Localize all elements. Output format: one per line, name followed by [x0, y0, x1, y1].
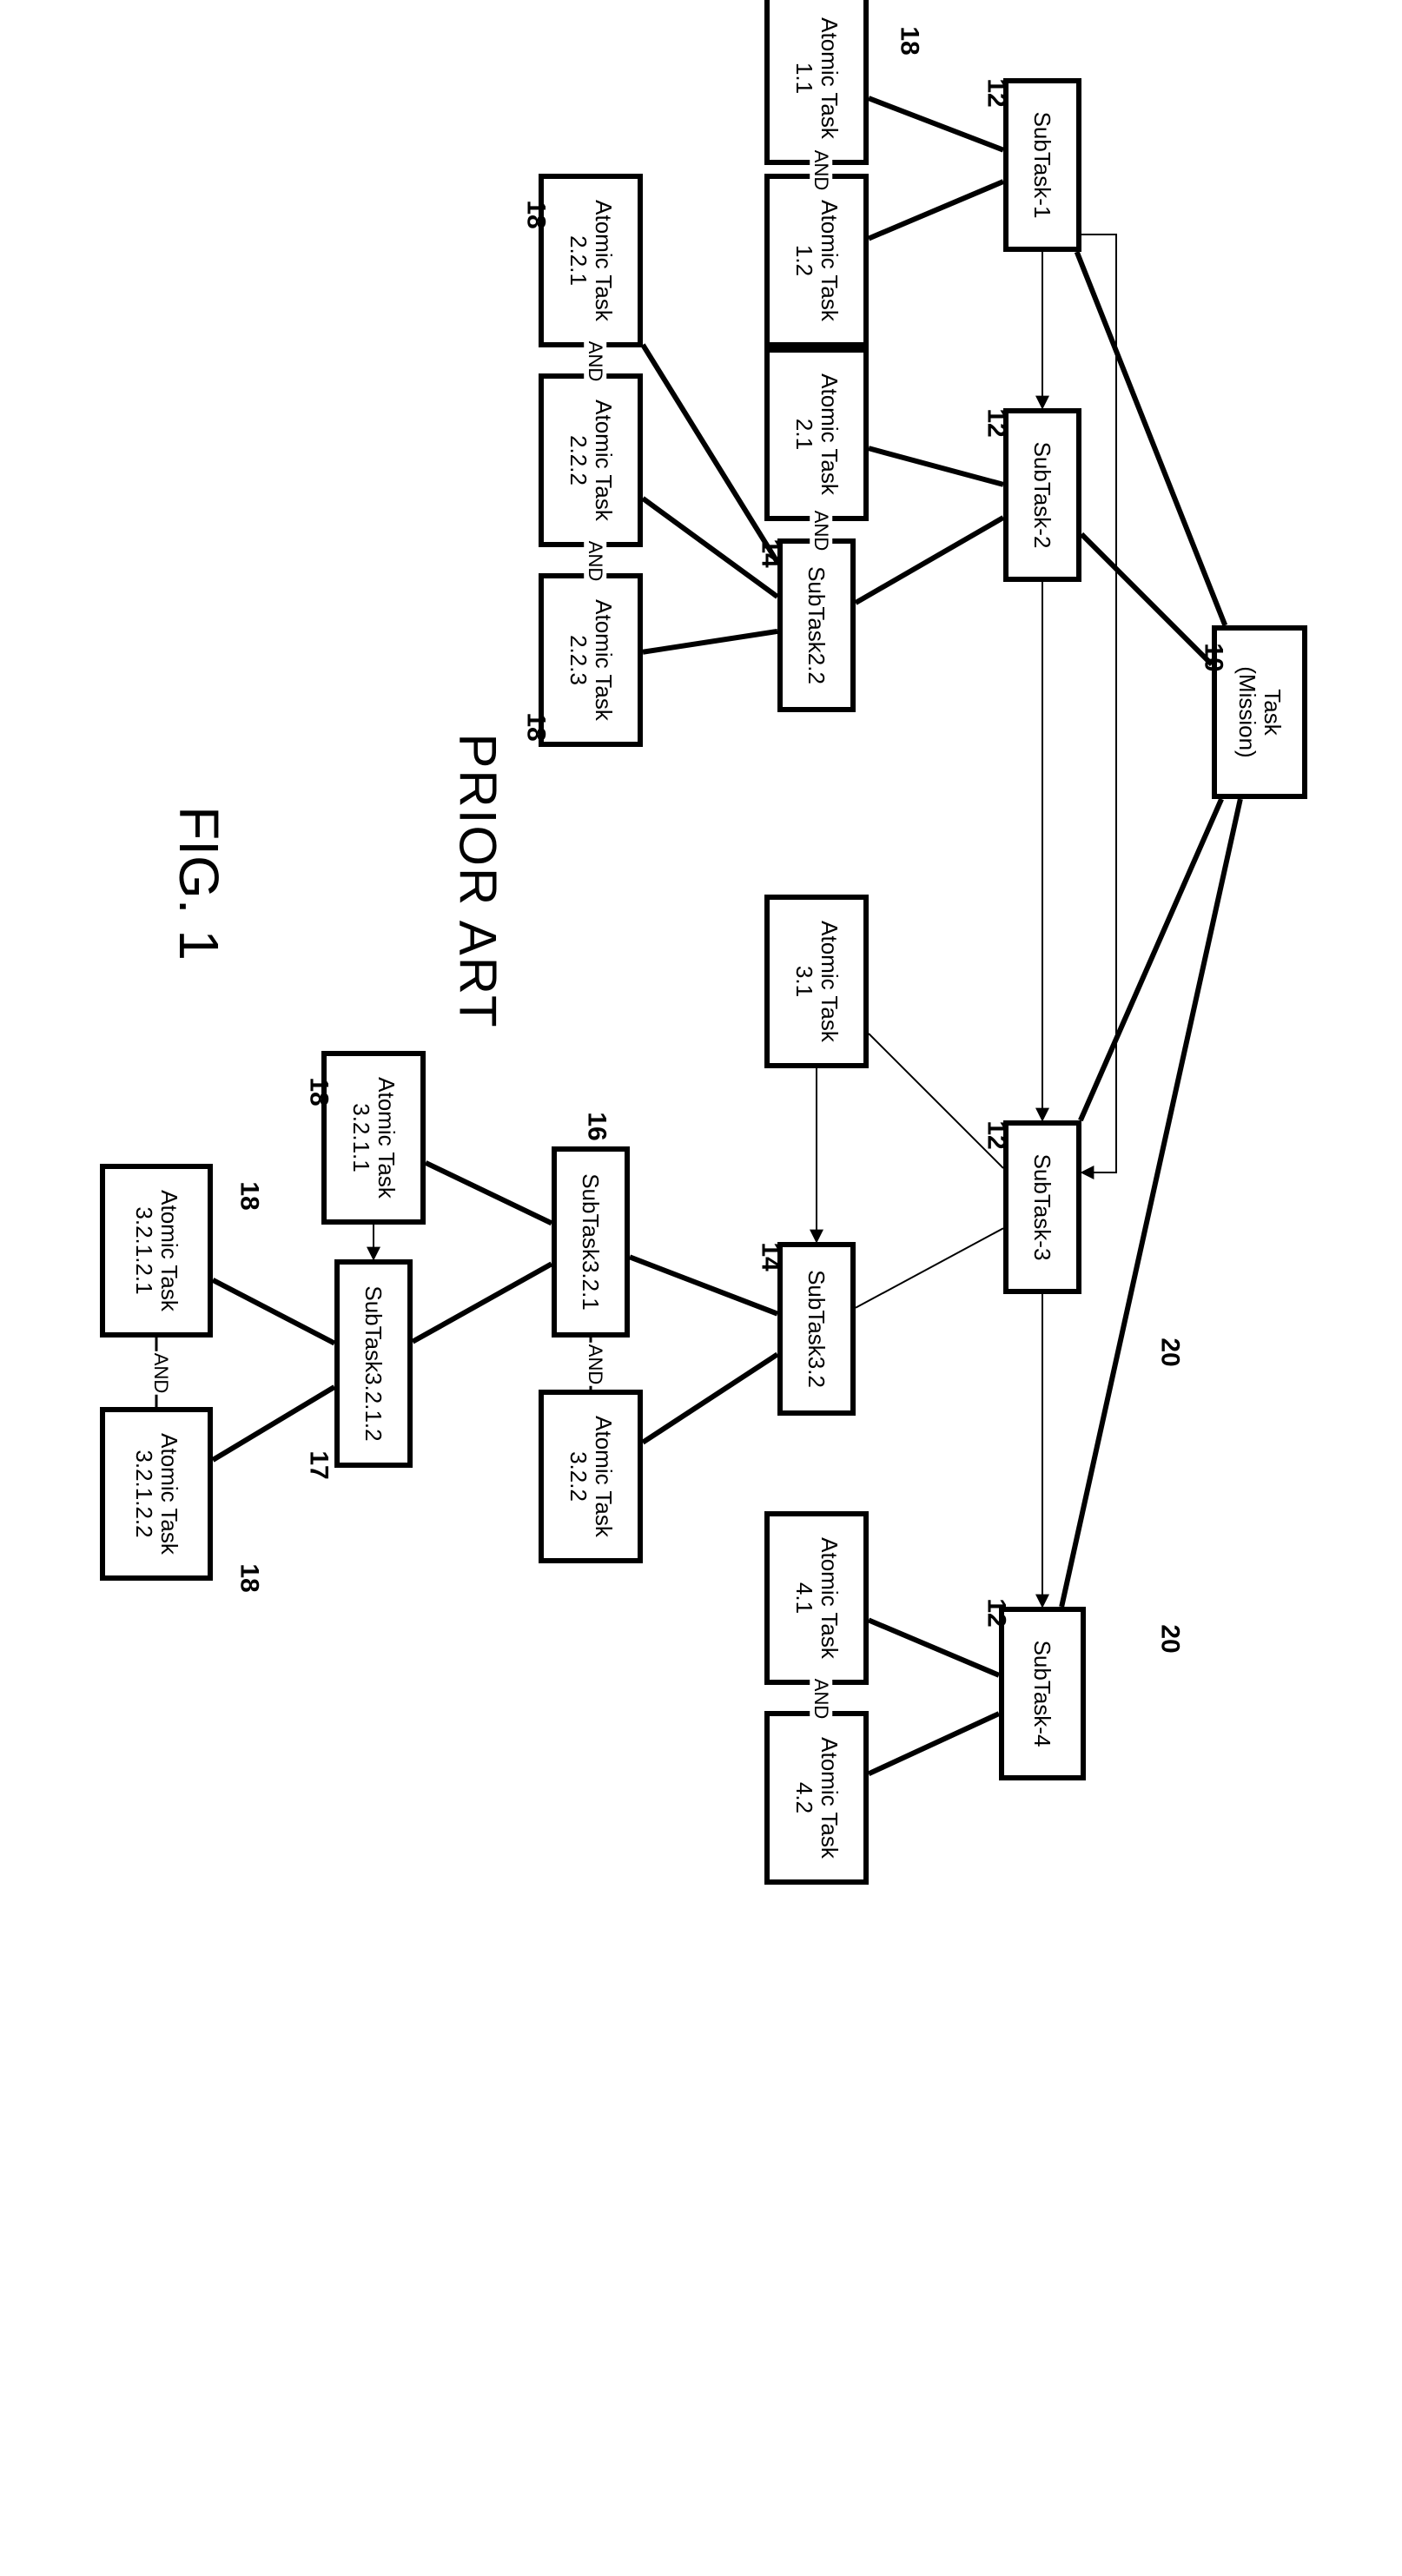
node-sublabel: 2.2.3: [565, 635, 591, 685]
node-label: SubTask3.2.1: [579, 1173, 604, 1311]
node-sublabel: 2.2.2: [565, 435, 591, 485]
node-sublabel: 4.2: [791, 1782, 817, 1813]
and-label: AND: [584, 340, 606, 383]
ref-label: 12: [982, 78, 1011, 107]
node-at32121: Atomic Task3.2.1.2.1: [100, 1164, 213, 1338]
node-at42: Atomic Task4.2: [764, 1711, 869, 1885]
node-sublabel: 3.2.1.2.2: [131, 1450, 156, 1537]
node-label: SubTask3.2: [804, 1270, 830, 1388]
node-label: Atomic Task: [817, 17, 842, 139]
node-at32122: Atomic Task3.2.1.2.2: [100, 1407, 213, 1581]
node-at12: Atomic Task1.2: [764, 174, 869, 347]
node-sublabel: 3.2.1.1: [348, 1103, 374, 1172]
node-label: Atomic Task: [156, 1433, 182, 1555]
node-label: SubTask2.2: [804, 566, 830, 684]
ref-label: 18: [895, 26, 924, 55]
ref-label: 18: [521, 200, 551, 228]
node-label: SubTask3.2.1.2: [361, 1285, 387, 1441]
node-sublabel: 2.2.1: [565, 235, 591, 286]
node-st321: SubTask3.2.1: [552, 1146, 630, 1338]
node-at41: Atomic Task4.1: [764, 1511, 869, 1685]
node-label: SubTask-2: [1030, 442, 1055, 549]
node-at11: Atomic Task1.1: [764, 0, 869, 165]
node-at223: Atomic Task2.2.3: [539, 573, 643, 747]
and-label: AND: [810, 509, 832, 552]
node-at221: Atomic Task2.2.1: [539, 174, 643, 347]
node-sublabel: 3.1: [791, 966, 817, 997]
ref-label: 20: [1155, 1624, 1185, 1653]
node-label: SubTask-4: [1030, 1641, 1055, 1747]
ref-label: 20: [1155, 1338, 1185, 1366]
ref-label: 14: [756, 1242, 785, 1271]
node-at3211: Atomic Task3.2.1.1: [321, 1051, 426, 1225]
figure-caption: FIG. 1: [167, 806, 231, 961]
ref-label: 18: [304, 1077, 334, 1106]
node-sublabel: 1.2: [791, 245, 817, 276]
and-label: AND: [810, 1677, 832, 1721]
node-st3212: SubTask3.2.1.2: [334, 1259, 413, 1468]
node-label: SubTask-1: [1030, 112, 1055, 219]
node-st3: SubTask-3: [1003, 1120, 1081, 1294]
node-st2: SubTask-2: [1003, 408, 1081, 582]
ref-label: 18: [521, 712, 551, 741]
ref-label: 16: [582, 1112, 612, 1140]
ref-label: 10: [1199, 643, 1228, 671]
node-label: Atomic Task: [817, 200, 842, 321]
node-sublabel: (Mission): [1234, 666, 1260, 757]
node-label: SubTask-3: [1030, 1154, 1055, 1261]
and-label: AND: [584, 1343, 606, 1386]
and-label: AND: [584, 539, 606, 583]
node-at322: Atomic Task3.2.2: [539, 1390, 643, 1563]
ref-label: 14: [756, 538, 785, 567]
node-at21: Atomic Task2.1: [764, 347, 869, 521]
and-label: AND: [810, 149, 832, 192]
node-at31: Atomic Task3.1: [764, 895, 869, 1068]
node-sublabel: 1.1: [791, 63, 817, 94]
ref-label: 12: [982, 1120, 1011, 1149]
node-label: Atomic Task: [591, 599, 616, 721]
node-at222: Atomic Task2.2.2: [539, 373, 643, 547]
diagram-canvas: Task(Mission) SubTask-1 SubTask-2 SubTask-3…: [0, 0, 1402, 2576]
node-label: Task: [1260, 689, 1285, 735]
node-label: Atomic Task: [591, 1416, 616, 1537]
node-st1: SubTask-1: [1003, 78, 1081, 252]
node-sublabel: 4.1: [791, 1582, 817, 1614]
ref-label: 18: [235, 1563, 264, 1592]
node-sublabel: 3.2.1.2.1: [131, 1206, 156, 1294]
ref-label: 17: [304, 1450, 334, 1479]
node-label: Atomic Task: [591, 200, 616, 321]
ref-label: 12: [982, 1598, 1011, 1627]
node-st22: SubTask2.2: [777, 538, 856, 712]
and-label: AND: [149, 1351, 172, 1395]
node-label: Atomic Task: [817, 1737, 842, 1859]
prior-art-caption: PRIOR ART: [448, 733, 508, 1028]
node-st4: SubTask-4: [999, 1607, 1086, 1780]
node-st32: SubTask3.2: [777, 1242, 856, 1416]
ref-label: 18: [235, 1181, 264, 1210]
ref-label: 12: [982, 408, 1011, 437]
node-label: Atomic Task: [374, 1077, 399, 1199]
node-label: Atomic Task: [156, 1190, 182, 1311]
node-label: Atomic Task: [817, 373, 842, 495]
node-sublabel: 2.1: [791, 419, 817, 450]
node-sublabel: 3.2.2: [565, 1451, 591, 1502]
node-label: Atomic Task: [817, 1537, 842, 1659]
node-label: Atomic Task: [591, 400, 616, 521]
node-label: Atomic Task: [817, 921, 842, 1042]
